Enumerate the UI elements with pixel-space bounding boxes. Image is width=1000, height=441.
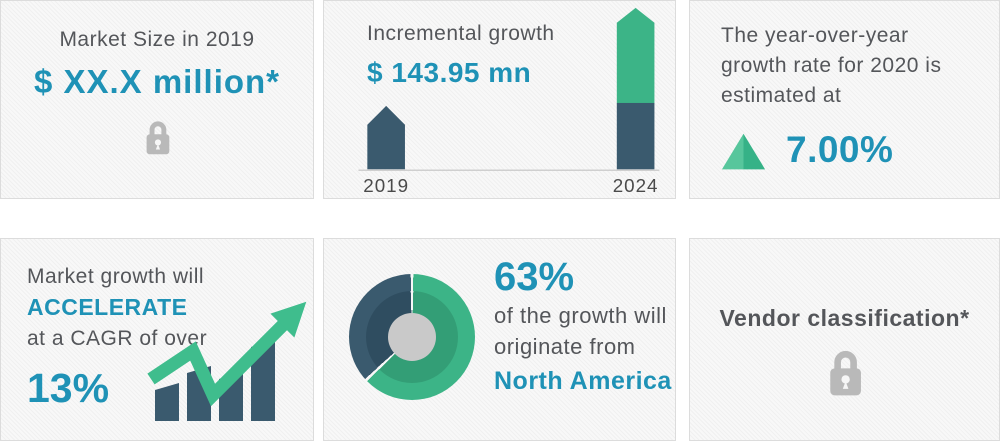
donut-chart — [349, 274, 475, 400]
yoy-text-line3: estimated at — [721, 84, 842, 107]
market-size-value: $ XX.X million* — [33, 63, 281, 100]
growth-triangle-icon — [721, 133, 766, 170]
donut-center — [388, 313, 436, 361]
axis-label-2019: 2019 — [363, 175, 409, 196]
yoy-value: 7.00% — [786, 129, 894, 170]
bar-2019 — [367, 105, 405, 170]
cagr-accent-word: ACCELERATE — [27, 294, 188, 320]
card-yoy-growth: The year-over-year growth rate for 2020 … — [689, 0, 1000, 199]
region-text-line1: of the growth will — [494, 303, 667, 328]
bar-chart-up-arrow-icon — [147, 301, 307, 421]
lock-icon — [690, 345, 999, 404]
bar-2024-growth-segment — [616, 7, 655, 103]
incremental-growth-chart: 2019 2024 — [358, 7, 660, 196]
market-size-title: Market Size in 2019 — [59, 28, 255, 51]
card-cagr: Market growth will ACCELERATE at a CAGR … — [0, 238, 314, 441]
cagr-text-line2: at a CAGR of over — [27, 327, 208, 350]
card-market-size: Market Size in 2019 $ XX.X million* — [0, 0, 314, 199]
axis-label-2024: 2024 — [613, 175, 659, 196]
yoy-text-line1: The year-over-year — [721, 24, 909, 47]
incremental-growth-value: $ 143.95 mn — [367, 57, 532, 88]
cagr-text-line1: Market growth will — [27, 265, 205, 288]
incremental-growth-title: Incremental growth — [367, 22, 555, 45]
card-incremental-growth: Incremental growth $ 143.95 mn 2019 2024 — [323, 0, 676, 199]
donut-inner-ring — [366, 291, 458, 383]
lock-icon — [1, 117, 313, 162]
yoy-text-line2: growth rate for 2020 is — [721, 54, 942, 77]
region-text-line2: originate from — [494, 334, 636, 359]
vendor-classification-title: Vendor classification* — [719, 305, 970, 331]
region-share-value: 63% — [494, 255, 575, 299]
card-region-share: 63% of the growth will originate from No… — [323, 238, 676, 441]
card-vendor-classification: Vendor classification* — [689, 238, 1000, 441]
region-name: North America — [494, 367, 672, 395]
cagr-value: 13% — [27, 365, 110, 411]
bar-2024-base-segment — [616, 102, 655, 170]
